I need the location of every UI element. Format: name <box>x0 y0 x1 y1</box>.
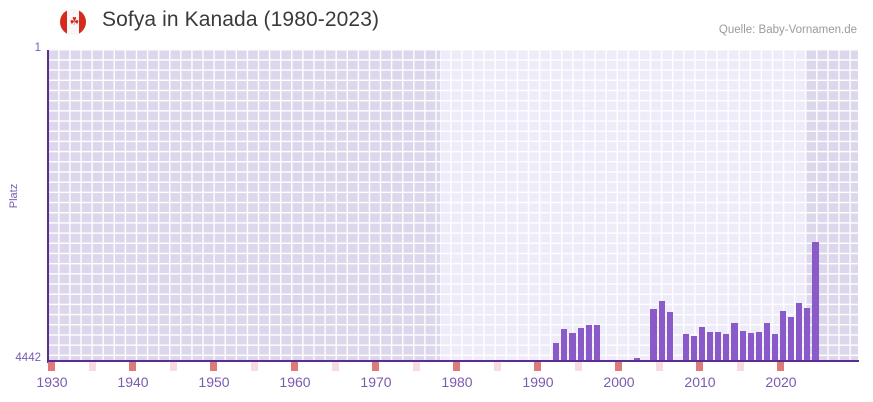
y-axis-title: Platz <box>8 183 20 209</box>
bar-1994[interactable] <box>593 325 600 361</box>
xtick-1990: 1990 <box>522 374 554 390</box>
bar-2008[interactable] <box>707 332 714 361</box>
marker-1975 <box>412 362 420 371</box>
marker-2005 <box>655 362 663 371</box>
bar-2009[interactable] <box>715 332 722 361</box>
marker-1985 <box>493 362 501 371</box>
bar-2001[interactable] <box>650 309 657 361</box>
bar-2010[interactable] <box>723 334 730 361</box>
bar-1989[interactable] <box>553 343 560 361</box>
grid-band-data-period <box>440 50 806 361</box>
marker-1940 <box>129 362 137 371</box>
bar-2005[interactable] <box>682 334 689 361</box>
marker-1965 <box>331 362 339 371</box>
maple-leaf-icon: ☘ <box>69 15 80 28</box>
bar-2012[interactable] <box>739 331 746 361</box>
bar-2021[interactable] <box>812 242 819 361</box>
bar-2014[interactable] <box>755 332 762 361</box>
xtick-1930: 1930 <box>36 374 68 390</box>
bar-2020[interactable] <box>804 308 811 361</box>
bar-1991[interactable] <box>569 333 576 361</box>
bar-2015[interactable] <box>763 323 770 361</box>
xtick-1950: 1950 <box>198 374 230 390</box>
bar-2011[interactable] <box>731 323 738 361</box>
marker-1935 <box>88 362 96 371</box>
xtick-1970: 1970 <box>360 374 392 390</box>
x-axis-line <box>47 360 859 362</box>
x-axis-labels: 1930 1940 1950 1960 1970 1980 1990 2000 … <box>36 374 858 394</box>
marker-1945 <box>169 362 177 371</box>
xtick-1940: 1940 <box>117 374 149 390</box>
bar-2002[interactable] <box>658 301 665 361</box>
xtick-2020: 2020 <box>765 374 797 390</box>
xtick-1980: 1980 <box>441 374 473 390</box>
y-axis-bottom-label: 4442 <box>15 352 41 364</box>
y-axis-top-label: 1 <box>34 42 41 54</box>
decade-markers <box>48 362 858 371</box>
marker-1990 <box>534 362 542 371</box>
bar-2019[interactable] <box>796 303 803 361</box>
flag-left-band <box>60 9 67 35</box>
marker-1955 <box>250 362 258 371</box>
xtick-2010: 2010 <box>684 374 716 390</box>
marker-2000 <box>615 362 623 371</box>
xtick-1960: 1960 <box>279 374 311 390</box>
bar-2013[interactable] <box>747 333 754 361</box>
marker-2010 <box>696 362 704 371</box>
chart-header: ☘ Sofya in Kanada (1980-2023) Quelle: Ba… <box>0 0 873 44</box>
marker-1950 <box>210 362 218 371</box>
flag-right-band <box>79 9 86 35</box>
flag-middle-band <box>67 9 79 35</box>
marker-2015 <box>736 362 744 371</box>
marker-1980 <box>453 362 461 371</box>
bar-1990[interactable] <box>561 329 568 361</box>
bar-1993[interactable] <box>585 325 592 361</box>
source-attribution: Quelle: Baby-Vornamen.de <box>718 24 857 36</box>
marker-1930 <box>48 362 56 371</box>
bars-layer <box>48 50 858 361</box>
page-title: Sofya in Kanada (1980-2023) <box>102 8 380 31</box>
bar-2016[interactable] <box>771 334 779 361</box>
bar-2017[interactable] <box>780 311 787 361</box>
bar-1992[interactable] <box>577 328 584 361</box>
grid-band-pre-period <box>48 50 440 361</box>
canada-flag-icon: ☘ <box>60 9 86 35</box>
bar-1999[interactable] <box>634 358 641 361</box>
bar-2006[interactable] <box>690 336 698 361</box>
bar-2003[interactable] <box>666 312 673 361</box>
marker-1970 <box>372 362 380 371</box>
marker-2020 <box>777 362 785 371</box>
xtick-2000: 2000 <box>603 374 635 390</box>
bar-2018[interactable] <box>788 317 795 361</box>
y-axis-line <box>47 50 49 363</box>
marker-1960 <box>291 362 299 371</box>
plot-area <box>48 50 858 361</box>
bar-2007[interactable] <box>699 327 706 361</box>
marker-1995 <box>574 362 582 371</box>
